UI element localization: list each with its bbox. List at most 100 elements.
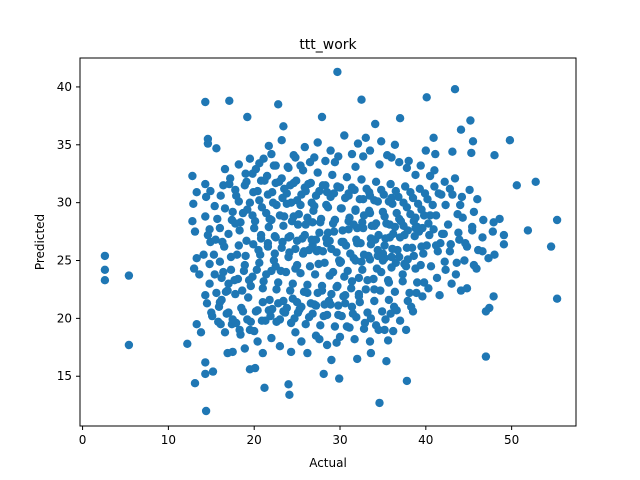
data-point: [373, 245, 382, 255]
y-tick-label: 40: [57, 80, 72, 94]
data-point: [421, 146, 430, 155]
data-point: [490, 151, 499, 160]
data-point: [359, 152, 368, 161]
data-point: [248, 211, 257, 220]
data-point: [314, 259, 323, 269]
data-point: [469, 207, 479, 217]
data-point: [360, 318, 370, 328]
data-point: [378, 207, 388, 217]
data-point: [406, 188, 415, 197]
data-point: [446, 240, 455, 249]
y-tick-label: 20: [57, 311, 72, 325]
data-point: [450, 85, 460, 94]
y-tick-label: 30: [57, 196, 72, 210]
data-point: [203, 139, 213, 148]
x-axis: 0 10 20 30 40 50: [79, 426, 519, 447]
y-axis: 15 20 25 30 35 40: [57, 80, 80, 383]
data-point: [362, 184, 371, 193]
data-point: [371, 177, 381, 186]
data-point: [232, 250, 242, 259]
data-point: [215, 257, 225, 266]
data-point: [372, 264, 382, 273]
data-point: [264, 306, 273, 315]
data-point: [304, 245, 314, 255]
data-point: [375, 398, 384, 408]
data-point: [325, 271, 334, 280]
data-point: [426, 262, 436, 271]
data-point: [267, 333, 276, 343]
data-point: [327, 355, 336, 365]
data-point: [341, 299, 350, 308]
data-point: [299, 287, 309, 296]
data-point: [335, 258, 345, 267]
data-point: [387, 252, 396, 262]
data-point: [212, 288, 221, 298]
data-point: [189, 264, 199, 273]
data-point: [347, 277, 357, 286]
data-point: [457, 192, 467, 202]
data-point: [224, 229, 233, 239]
data-point: [188, 171, 197, 181]
data-point: [275, 342, 285, 351]
data-point: [357, 257, 366, 266]
data-point: [375, 160, 384, 169]
data-point: [274, 278, 283, 287]
data-point: [453, 210, 462, 219]
data-point: [258, 348, 267, 358]
data-point: [460, 256, 469, 265]
data-point: [256, 230, 266, 240]
data-point: [440, 257, 449, 266]
data-point: [326, 146, 335, 155]
data-point: [345, 323, 354, 332]
data-point: [241, 251, 250, 261]
x-tick-label: 0: [79, 433, 87, 447]
data-point: [472, 264, 481, 273]
data-point: [202, 299, 212, 308]
data-point: [279, 307, 288, 316]
data-point: [466, 116, 475, 125]
data-point: [451, 270, 461, 279]
data-point: [340, 272, 349, 281]
data-point: [419, 249, 428, 258]
data-point: [220, 204, 230, 213]
data-point: [411, 223, 420, 233]
data-point: [317, 112, 327, 122]
data-point: [402, 243, 412, 252]
data-point: [209, 250, 219, 259]
data-point: [351, 162, 360, 171]
data-point: [316, 214, 326, 224]
data-point: [201, 406, 211, 416]
data-point: [422, 93, 431, 102]
data-point: [346, 249, 355, 258]
data-point: [546, 242, 556, 251]
data-point: [371, 119, 380, 129]
data-point: [208, 311, 217, 321]
data-point: [381, 315, 390, 324]
data-point: [313, 168, 322, 177]
data-point: [214, 302, 224, 311]
data-point: [434, 189, 443, 198]
data-point: [478, 233, 487, 242]
data-point: [303, 280, 312, 289]
data-point: [226, 265, 236, 274]
chart-title: ttt_work: [299, 37, 357, 53]
data-point: [296, 200, 305, 210]
data-point: [382, 357, 391, 366]
data-point: [211, 235, 220, 244]
data-point: [311, 235, 321, 244]
data-point: [248, 169, 257, 178]
data-point: [443, 220, 453, 229]
data-point: [419, 211, 429, 220]
data-point: [339, 237, 348, 247]
data-point: [473, 195, 482, 204]
data-point: [210, 270, 219, 279]
data-point: [326, 300, 335, 309]
data-point: [353, 354, 362, 364]
data-point: [205, 279, 214, 288]
data-point: [410, 232, 419, 241]
data-point: [317, 281, 327, 291]
data-point: [300, 142, 309, 152]
points-layer: [100, 67, 562, 416]
data-point: [402, 163, 412, 173]
data-point: [205, 259, 214, 269]
